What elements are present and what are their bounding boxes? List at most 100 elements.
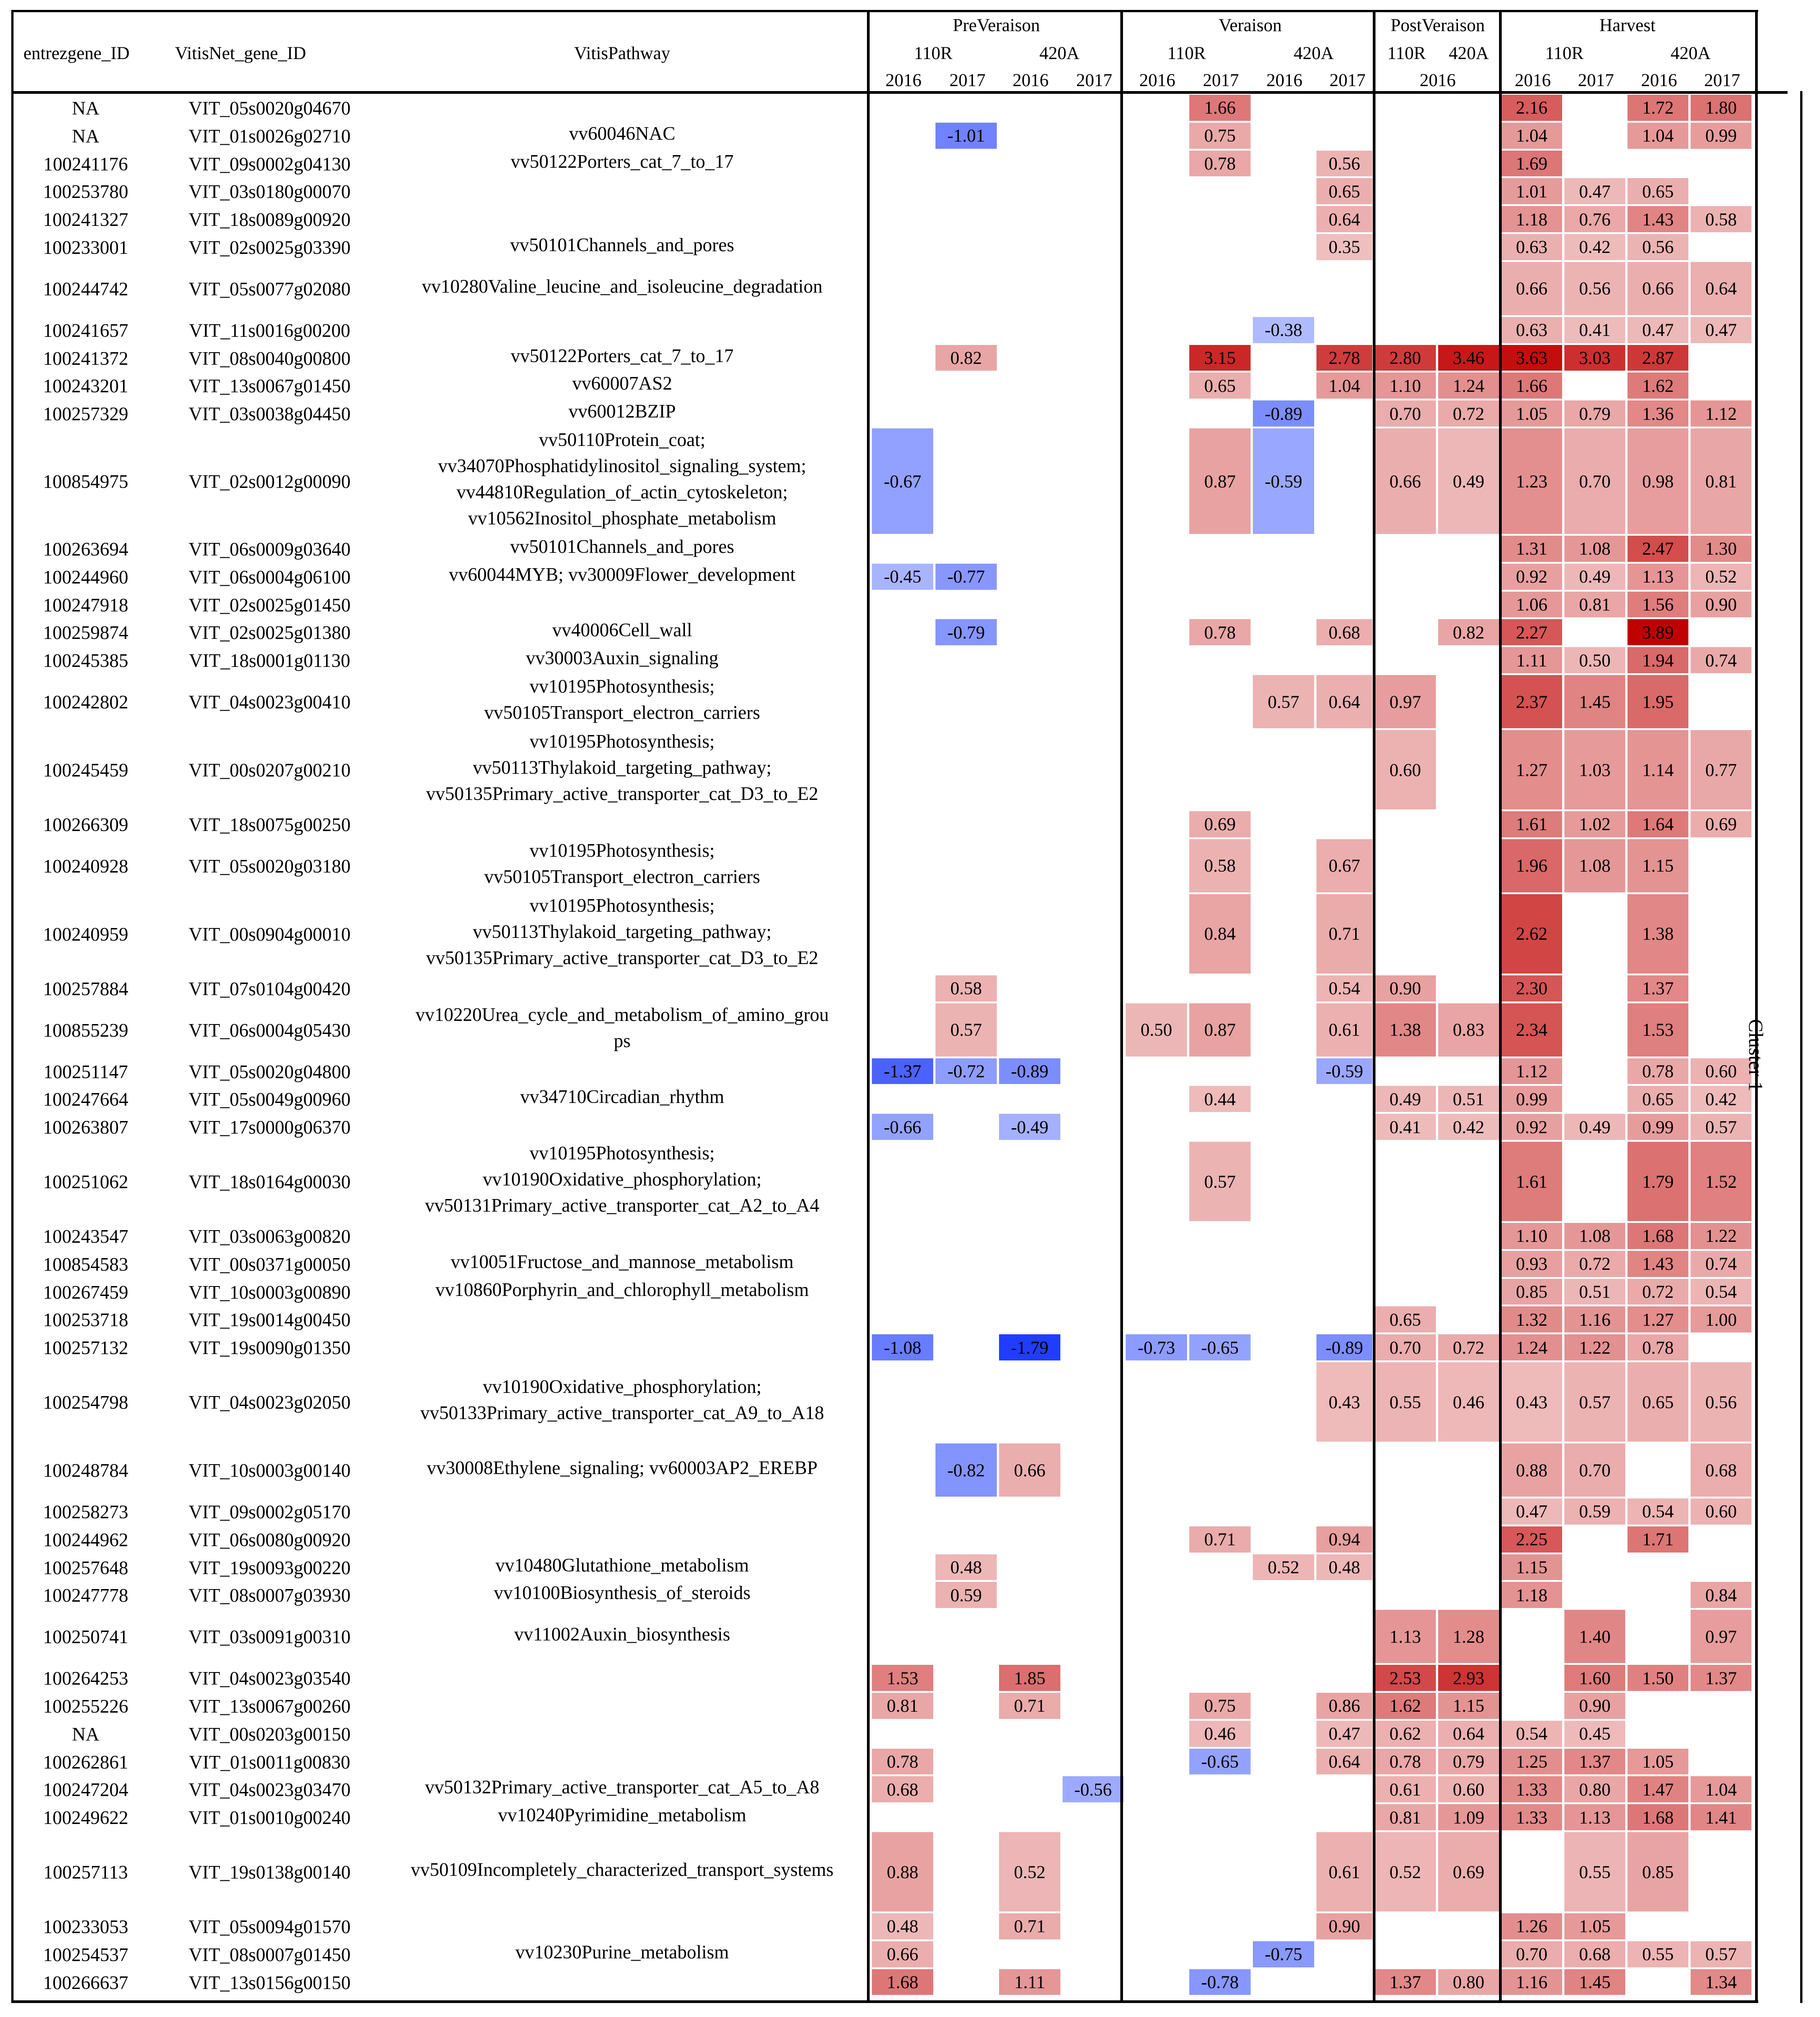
heatmap-cell: 1.60 [1564,1665,1627,1693]
pathway-line: vv34070Phosphatidylinositol_signaling_sy… [438,456,807,477]
heatmap-cell: 0.75 [1189,122,1253,151]
pathway-text: vv50101Channels_and_pores [381,534,863,560]
heatmap-cell: 1.27 [1627,1306,1691,1335]
heatmap-cell: 1.13 [1375,1610,1438,1665]
pathway-text: vv10230Purine_metabolism [381,1939,863,1966]
heatmap-cell: 0.81 [872,1693,935,1721]
vitisnet-id: VIT_19s0093g00220 [188,1558,351,1579]
heatmap-cell: 0.74 [1691,1250,1754,1279]
pathway-line: vv10195Photosynthesis; [529,895,715,916]
heatmap-cell: 0.78 [1375,1748,1438,1777]
pathway-line: vv50113Thylakoid_targeting_pathway; [472,921,772,942]
heatmap-cell: 1.11 [999,1969,1063,1997]
pathway-text: vv10860Porphyrin_and_chlorophyll_metabol… [381,1277,863,1303]
entrez-id: 100245385 [43,651,128,672]
heatmap-cell: 0.52 [1375,1832,1438,1913]
vitisnet-id: VIT_00s0207g00210 [188,760,351,781]
heatmap-cell: 1.69 [1501,150,1564,179]
pathway-line: vv10860Porphyrin_and_chlorophyll_metabol… [435,1279,809,1300]
heatmap-cell: 1.02 [1564,811,1627,839]
heatmap-cell: 0.78 [1189,619,1253,648]
heatmap-cell: 0.65 [1375,1306,1438,1335]
heatmap-cell: 1.04 [1691,1776,1754,1805]
heatmap-cell: 0.60 [1438,1776,1501,1805]
entrez-id: 100251147 [43,1061,128,1083]
heatmap-cell: 0.78 [1189,150,1253,179]
pathway-line: vv50131Primary_active_transporter_cat_A2… [425,1195,820,1216]
vitisnet-id: VIT_19s0138g00140 [188,1862,351,1883]
heatmap-cell: 1.64 [1627,811,1691,839]
heatmap-cell: 1.11 [1501,647,1564,675]
heatmap-cell: 0.55 [1627,1941,1691,1969]
heatmap-cell: 0.42 [1438,1114,1501,1142]
year-label: 2016 [1266,70,1302,90]
heatmap-cell: 0.64 [1691,262,1754,317]
pathway-line: vv50105Transport_electron_carriers [484,703,760,723]
heatmap-cell: 3.46 [1438,345,1501,373]
heatmap-cell: 0.71 [1189,1526,1253,1554]
entrez-id: 100244960 [43,567,128,588]
vitisnet-id: VIT_09s0002g05170 [188,1502,351,1523]
year-label: 2016 [885,70,921,90]
vitisnet-id: VIT_18s0075g00250 [188,814,351,836]
heatmap-cell: 0.60 [1691,1058,1754,1086]
rootstock-label: 110R [1545,43,1584,63]
heatmap-cell: 0.61 [1375,1776,1438,1805]
v-rule [1800,91,1802,2003]
entrez-id: 100241657 [43,320,128,341]
heatmap-cell: 0.49 [1564,563,1627,592]
heatmap-cell: 1.13 [1627,563,1691,592]
entrez-id: 100257648 [43,1558,128,1579]
heatmap-cell: 0.79 [1564,400,1627,428]
vitisnet-id: VIT_04s0023g03540 [188,1668,351,1690]
heatmap-cell: 0.78 [1627,1058,1691,1086]
year-label: 2016 [1420,70,1456,90]
pathway-line: vv50135Primary_active_transporter_cat_D3… [426,784,819,804]
heatmap-cell: 1.68 [1627,1223,1691,1251]
entrez-id: 100247778 [43,1585,128,1607]
heatmap-cell: 1.08 [1564,1223,1627,1251]
heatmap-cell: 0.57 [935,1003,999,1058]
heatmap-cell: 0.97 [1375,675,1438,730]
vitisnet-id: VIT_00s0203g00150 [188,1724,351,1745]
heatmap-cell: 2.25 [1501,1526,1564,1554]
heatmap-cell: -0.59 [1253,428,1316,536]
heatmap-cell: 1.37 [1627,975,1691,1003]
entrez-id: 100247204 [43,1780,128,1801]
pathway-line: vv10195Photosynthesis; [529,731,715,752]
heatmap-cell: 0.47 [1691,317,1754,345]
year-label: 2016 [1515,70,1551,90]
heatmap-cell: 0.56 [1627,234,1691,262]
heatmap-cell: 0.59 [1564,1498,1627,1526]
vitisnet-id: VIT_05s0094g01570 [188,1916,351,1938]
year-label: 2016 [1641,70,1677,90]
cluster-label: Cluster 1 [1745,1019,1767,1092]
heatmap-cell: 1.33 [1501,1776,1564,1805]
pathway-text: vv11002Auxin_biosynthesis [381,1622,863,1648]
vitisnet-id: VIT_01s0026g02710 [188,126,351,147]
heatmap-cell: 1.66 [1189,95,1253,123]
v-rule [1120,10,1123,2003]
pathway-text: vv50109Incompletely_characterized_transp… [381,1857,863,1883]
pathway-text: vv10220Urea_cycle_and_metabolism_of_amin… [381,1002,863,1054]
year-label: 2016 [1013,70,1049,90]
pathway-text: vv10195Photosynthesis; vv10190Oxidative_p… [381,1140,863,1219]
pathway-text: vv10195Photosynthesis; vv50113Thylakoid_t… [381,893,863,971]
entrez-id: 100241176 [43,154,128,175]
heatmap-cell: 0.47 [1627,317,1691,345]
heatmap-cell: 0.99 [1691,122,1754,151]
entrez-id: 100257113 [43,1862,128,1883]
vitisnet-id: VIT_02s0025g01380 [188,623,351,644]
vitisnet-id: VIT_10s0003g00140 [188,1461,351,1481]
heatmap-cell: 1.43 [1627,206,1691,234]
vitisnet-id: VIT_17s0000g06370 [188,1117,351,1139]
heatmap-cell: 0.80 [1438,1969,1501,1997]
vitisnet-id: VIT_19s0014g00450 [188,1310,351,1331]
heatmap-cell: 0.92 [1501,563,1564,592]
pathway-line: vv10220Urea_cycle_and_metabolism_of_amin… [415,1004,829,1025]
heatmap-cell: 3.15 [1189,345,1253,373]
entrez-id: 100247918 [43,595,128,616]
vitisnet-id: VIT_00s0371g00050 [188,1254,351,1275]
entrez-id: 100255226 [43,1696,128,1717]
heatmap-cell: 0.51 [1438,1086,1501,1114]
